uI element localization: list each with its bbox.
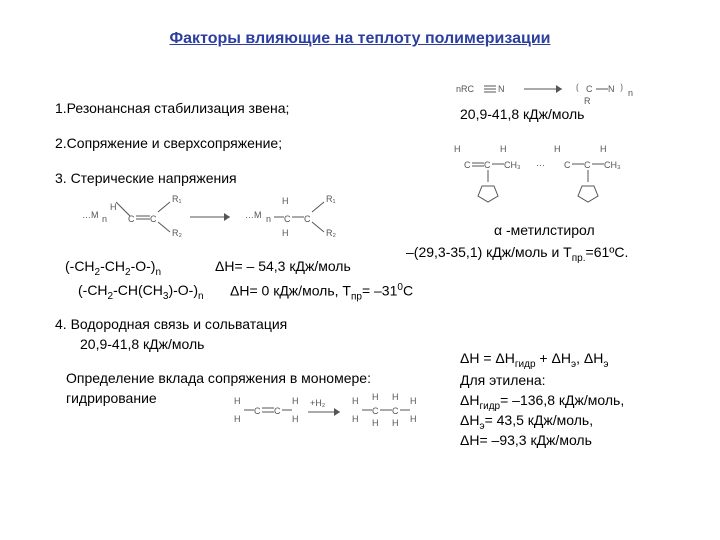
- svg-text:n: n: [628, 88, 633, 98]
- figure-steric: …Mn H C C R₁ R₂ …Mn C HH C R₁ R₂: [80, 190, 350, 250]
- svg-text:H: H: [392, 392, 399, 402]
- label-alpha-methylstyrene: α -метилстирол: [494, 222, 595, 238]
- svg-text:C: C: [372, 406, 379, 416]
- svg-text:C: C: [464, 160, 471, 170]
- formula-polypropyleneoxide: (-CH2-CH(CH3)-O-)n: [78, 282, 204, 302]
- svg-text:H: H: [282, 196, 289, 206]
- svg-text:···: ···: [536, 160, 545, 170]
- svg-text:C: C: [128, 214, 135, 224]
- svg-text:H: H: [292, 396, 299, 406]
- value-alpha-methylstyrene: –(29,3-35,1) кДж/моль и Tпр.=61ºС.: [406, 244, 628, 264]
- svg-text:N: N: [498, 84, 505, 94]
- svg-text:H: H: [554, 144, 561, 154]
- item-1: 1.Резонансная стабилизация звена;: [55, 100, 289, 116]
- enthalpy-total: ΔH= –93,3 кДж/моль: [460, 432, 592, 448]
- svg-text:CH₃: CH₃: [604, 160, 621, 170]
- item-4-value: 20,9-41,8 кДж/моль: [80, 336, 204, 352]
- svg-text:R: R: [584, 96, 591, 106]
- svg-text:nRC: nRC: [456, 84, 475, 94]
- deltaH-1: ΔH= – 54,3 кДж/моль: [215, 258, 351, 274]
- svg-text:n: n: [102, 214, 107, 224]
- svg-text:H: H: [372, 418, 379, 428]
- svg-text:H: H: [234, 396, 241, 406]
- enthalpy-e: ΔHэ= 43,5 кДж/моль,: [460, 412, 593, 432]
- svg-text:CH₃: CH₃: [504, 160, 521, 170]
- svg-text:C: C: [284, 214, 291, 224]
- svg-text:H: H: [392, 418, 399, 428]
- svg-text:R₂: R₂: [172, 228, 182, 238]
- deltaH-2: ΔH= 0 кДж/моль, Tпр= –310С: [230, 282, 413, 302]
- svg-text:H: H: [600, 144, 607, 154]
- svg-text:C: C: [304, 214, 311, 224]
- item-3: 3. Стерические напряжения: [55, 170, 237, 186]
- svg-text:N: N: [608, 84, 615, 94]
- ethylene-label: Для этилена:: [460, 372, 546, 388]
- definition-line1: Определение вклада сопряжения в мономере…: [66, 370, 371, 386]
- svg-text:H: H: [352, 396, 359, 406]
- value-nitrile: 20,9-41,8 кДж/моль: [460, 106, 584, 122]
- svg-text:…M: …M: [245, 210, 262, 220]
- svg-text:C: C: [584, 160, 591, 170]
- svg-text:⟮: ⟮: [576, 82, 579, 92]
- svg-text:…M: …M: [82, 210, 99, 220]
- enthalpy-hydrogenation: ΔHгидр= –136,8 кДж/моль,: [460, 392, 624, 412]
- svg-text:H: H: [234, 414, 241, 424]
- svg-text:H: H: [292, 414, 299, 424]
- svg-text:C: C: [586, 84, 593, 94]
- svg-text:R₁: R₁: [326, 194, 336, 204]
- svg-text:H: H: [110, 202, 117, 212]
- formula-polyethyleneoxide: (-CH2-CH2-O-)n: [65, 258, 161, 278]
- item-2: 2.Сопряжение и сверхсопряжение;: [55, 135, 282, 151]
- svg-text:n: n: [266, 214, 271, 224]
- figure-hydrogenation: HH C C HH +H₂ HH C C HH HH HH: [230, 390, 450, 430]
- slide: Факторы влияющие на теплоту полимеризаци…: [0, 0, 720, 540]
- svg-text:R₁: R₁: [172, 194, 182, 204]
- svg-text:H: H: [500, 144, 507, 154]
- equation-enthalpy: ΔH = ΔHгидр + ΔHэ, ΔHэ: [460, 350, 608, 370]
- svg-text:C: C: [564, 160, 571, 170]
- svg-text:C: C: [392, 406, 399, 416]
- figure-nitrile-polymer: nRC N ⟮ C N ⟯ n R: [450, 74, 690, 108]
- svg-text:H: H: [410, 396, 417, 406]
- svg-text:R₂: R₂: [326, 228, 336, 238]
- svg-text:H: H: [372, 392, 379, 402]
- page-title: Факторы влияющие на теплоту полимеризаци…: [0, 30, 720, 48]
- definition-line2: гидрирование: [66, 390, 157, 406]
- svg-text:H: H: [282, 228, 289, 238]
- svg-text:C: C: [274, 406, 281, 416]
- figure-alpha-methylstyrene: H H C C CH₃ ··· H H C C CH₃: [444, 140, 644, 220]
- item-4: 4. Водородная связь и сольватация: [55, 316, 287, 332]
- svg-text:H: H: [410, 414, 417, 424]
- svg-text:C: C: [254, 406, 261, 416]
- svg-text:+H₂: +H₂: [310, 398, 326, 408]
- svg-text:⟯: ⟯: [620, 82, 623, 92]
- svg-text:C: C: [150, 214, 157, 224]
- svg-text:C: C: [484, 160, 491, 170]
- svg-text:H: H: [454, 144, 461, 154]
- svg-text:H: H: [352, 414, 359, 424]
